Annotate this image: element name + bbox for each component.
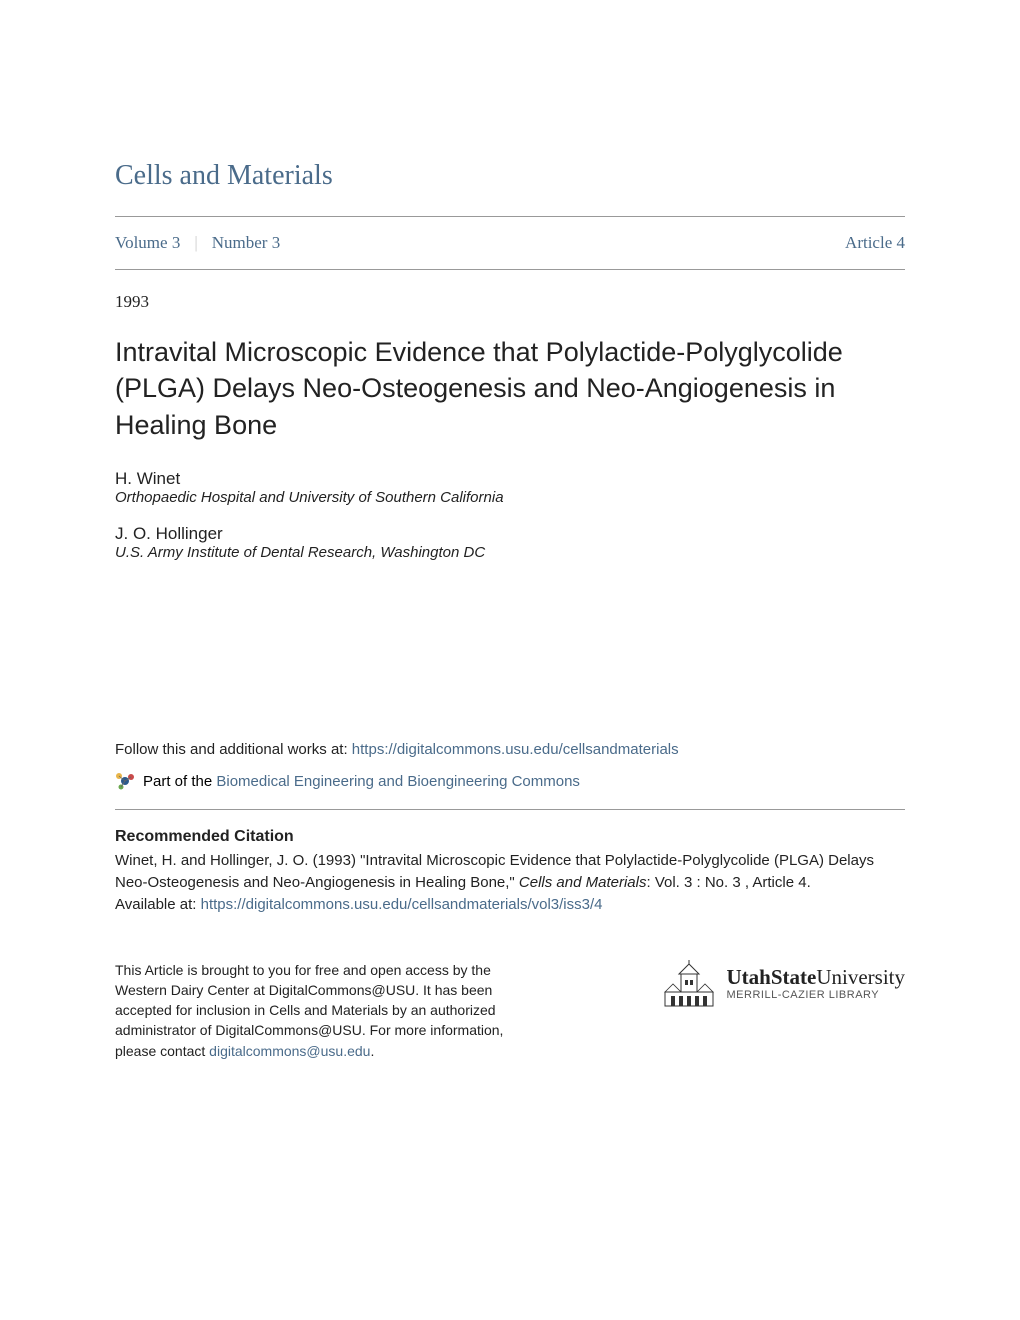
author-block-1: J. O. Hollinger U.S. Army Institute of D…: [115, 524, 905, 561]
citation-heading: Recommended Citation: [115, 828, 905, 846]
logo-text: UtahStateUniversity MERRILL-CAZIER LIBRA…: [727, 966, 905, 1001]
network-icon: [115, 771, 135, 791]
nav-left: Volume 3 | Number 3: [115, 233, 280, 253]
article-number-link[interactable]: Article 4: [845, 233, 905, 253]
footer-row: This Article is brought to you for free …: [115, 960, 905, 1061]
journal-title-link[interactable]: Cells and Materials: [115, 160, 333, 191]
article-title: Intravital Microscopic Evidence that Pol…: [115, 334, 905, 443]
partof-row: Part of the Biomedical Engineering and B…: [115, 771, 905, 791]
journal-title: Cells and Materials: [115, 160, 905, 192]
follow-section: Follow this and additional works at: htt…: [115, 741, 905, 759]
divider-nav: [115, 269, 905, 270]
divider-partof: [115, 809, 905, 810]
follow-prefix: Follow this and additional works at:: [115, 741, 352, 758]
citation-text-after: : Vol. 3 : No. 3 , Article 4.: [646, 874, 810, 891]
logo-line1: UtahStateUniversity: [727, 966, 905, 989]
partof-link[interactable]: Biomedical Engineering and Bioengineerin…: [216, 773, 580, 790]
breadcrumb-nav: Volume 3 | Number 3 Article 4: [115, 217, 905, 269]
number-link[interactable]: Number 3: [212, 233, 280, 253]
follow-link[interactable]: https://digitalcommons.usu.edu/cellsandm…: [352, 741, 679, 758]
publication-year: 1993: [115, 292, 905, 312]
author-name: H. Winet: [115, 469, 905, 489]
author-affiliation: U.S. Army Institute of Dental Research, …: [115, 544, 905, 561]
citation-body: Winet, H. and Hollinger, J. O. (1993) "I…: [115, 850, 905, 894]
available-prefix: Available at:: [115, 896, 201, 913]
author-affiliation: Orthopaedic Hospital and University of S…: [115, 489, 905, 506]
usu-logo: UtahStateUniversity MERRILL-CAZIER LIBRA…: [663, 960, 905, 1008]
available-link[interactable]: https://digitalcommons.usu.edu/cellsandm…: [201, 896, 603, 913]
nav-divider: |: [194, 233, 197, 253]
footer-text: This Article is brought to you for free …: [115, 960, 515, 1061]
partof-prefix: Part of the: [143, 773, 216, 790]
footer-contact-link[interactable]: digitalcommons@usu.edu: [209, 1043, 370, 1059]
citation-available: Available at: https://digitalcommons.usu…: [115, 894, 905, 916]
author-name: J. O. Hollinger: [115, 524, 905, 544]
logo-line2: MERRILL-CAZIER LIBRARY: [727, 989, 905, 1001]
citation-journal-name: Cells and Materials: [519, 874, 647, 891]
footer-after-link: .: [370, 1043, 374, 1059]
logo-rest: University: [816, 965, 905, 989]
logo-bold: UtahState: [727, 965, 817, 989]
building-icon: [663, 960, 715, 1008]
partof-text: Part of the Biomedical Engineering and B…: [143, 773, 580, 790]
citation-section: Recommended Citation Winet, H. and Holli…: [115, 828, 905, 915]
author-block-0: H. Winet Orthopaedic Hospital and Univer…: [115, 469, 905, 506]
volume-link[interactable]: Volume 3: [115, 233, 180, 253]
